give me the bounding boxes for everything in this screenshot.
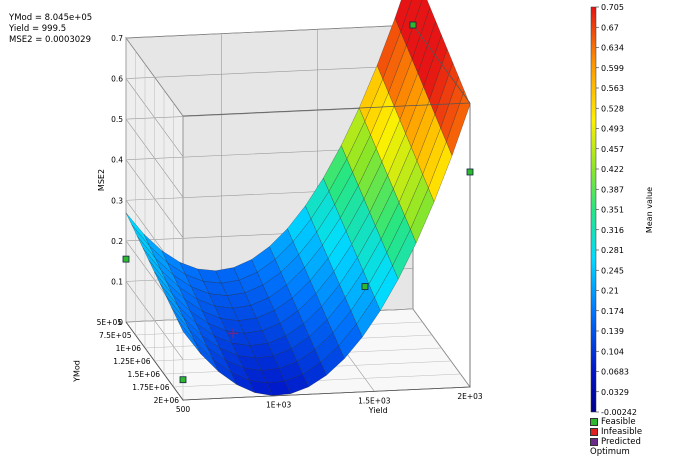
colorbar [590, 6, 597, 413]
colorbar-tick-label: 0.0683 [601, 368, 629, 377]
colorbar-tick-label: 0.104 [601, 347, 624, 356]
colorbar-tick-label: -0.00242 [601, 408, 637, 417]
optimum-marker [228, 328, 239, 339]
legend-infeasible: Infeasible [590, 427, 642, 437]
z-tick-label: 0.2 [111, 237, 123, 246]
feasible-point [409, 21, 417, 29]
z-tick-label: 0.3 [111, 196, 123, 205]
colorbar-tick-label: 0.422 [601, 165, 624, 174]
ymod-tick-label: 1.5E+06 [128, 370, 161, 379]
colorbar-tick-label: 0.351 [601, 206, 624, 215]
feasible-point [179, 376, 187, 384]
colorbar-tick-label: 0.493 [601, 125, 624, 134]
feasible-point [122, 255, 130, 263]
ymod-tick-label: 7.5E+05 [99, 331, 132, 340]
yield-axis-line [182, 386, 471, 401]
feasible-point [361, 283, 369, 290]
colorbar-tick-label: 0.599 [601, 64, 624, 73]
ymod-tick-label: 5E+05 [97, 318, 123, 327]
colorbar-tick-label: 0.174 [601, 307, 624, 316]
z-tick-label: 0.1 [111, 277, 123, 286]
top-front-edge [182, 102, 471, 117]
legend-feasible-label: Feasible [601, 417, 636, 427]
legend-optimum: Predicted Optimum [590, 437, 674, 457]
colorbar-tick-label: 0.563 [601, 84, 624, 93]
readout-ymod: YMod = 8.045e+05 [9, 13, 93, 23]
colorbar-tick-label: 0.387 [601, 185, 624, 194]
colorbar-tick-label: 0.245 [601, 266, 624, 275]
ymod-axis-line [125, 321, 184, 401]
ymod-axis-label: YMod [73, 360, 82, 383]
ymod-tick-label: 2E+06 [154, 396, 180, 405]
z-tick-label: 0.6 [111, 75, 123, 84]
legend-feasible: Feasible [590, 417, 636, 427]
colorbar-tick-label: 0.528 [601, 104, 624, 113]
infeasible-swatch [590, 427, 598, 436]
z-tick-label: 0 [118, 318, 123, 327]
yield-tick-label: 1E+03 [266, 401, 292, 410]
surface-patch [446, 90, 471, 156]
colorbar-label: Mean value [645, 187, 654, 233]
colorbar-tick-label: 0.0329 [601, 388, 629, 397]
z-axis-label: MSE2 [97, 169, 106, 191]
yield-tick-label: 2E+03 [457, 392, 483, 401]
feasible-point [466, 168, 474, 176]
colorbar-tick-label: 0.634 [601, 44, 624, 53]
colorbar-tick-label: 0.705 [601, 3, 624, 12]
top-right-edge [412, 24, 471, 104]
yield-axis-label: Yield [368, 406, 388, 415]
colorbar-tick-label: 0.457 [601, 145, 624, 154]
yield-tick-label: 1.5E+03 [358, 396, 391, 405]
optimum-swatch [590, 437, 598, 446]
colorbar-tick-label: 0.281 [601, 246, 624, 255]
colorbar-tick-label: 0.139 [601, 327, 624, 336]
readout-mse2: MSE2 = 0.0003029 [9, 35, 91, 45]
yield-tick-label: 500 [176, 405, 191, 414]
colorbar-tick-label: 0.67 [601, 23, 619, 32]
ymod-tick-label: 1.25E+06 [113, 357, 150, 366]
ymod-tick-label: 1.75E+06 [132, 383, 169, 392]
readout-yield: Yield = 999.5 [9, 24, 67, 34]
legend-infeasible-label: Infeasible [601, 427, 643, 437]
z-tick-label: 0.4 [111, 156, 123, 165]
colorbar-tick-label: 0.21 [601, 287, 619, 296]
z-tick-label: 0.7 [111, 34, 123, 43]
feasible-swatch [590, 417, 598, 426]
surface-patch [394, 0, 412, 33]
ymod-tick-label: 1E+06 [116, 344, 142, 353]
z-tick-label: 0.5 [111, 115, 123, 124]
colorbar-tick-label: 0.316 [601, 226, 624, 235]
